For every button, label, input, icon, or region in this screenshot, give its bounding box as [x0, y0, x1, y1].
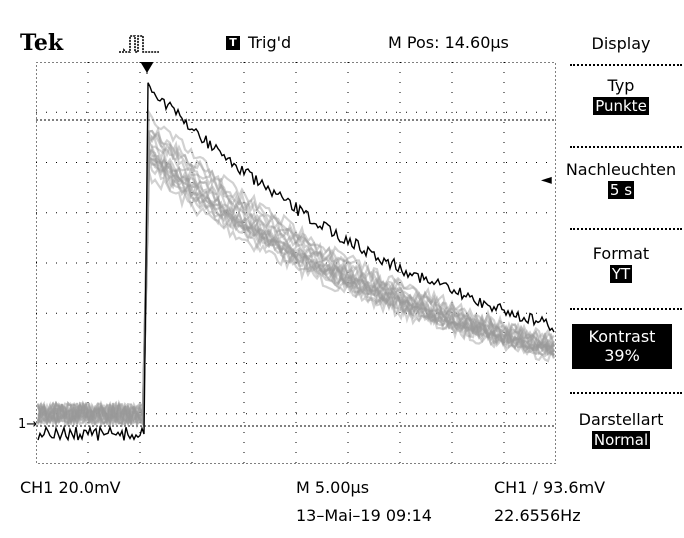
- menu-divider: [570, 64, 682, 66]
- trigger-status-box: T: [226, 36, 240, 50]
- menu-darstellart-value: Normal: [591, 431, 651, 449]
- timebase-readout: M 5.00µs: [296, 478, 370, 497]
- horizontal-position: M Pos: 14.60µs: [388, 33, 509, 52]
- menu-format-label: Format: [592, 244, 650, 263]
- menu-divider: [570, 228, 682, 230]
- trigger-pulse-icon: [119, 35, 159, 53]
- persistence-traces: [36, 108, 556, 430]
- menu-typ-button[interactable]: Typ Punkte: [560, 76, 682, 115]
- menu-darstellart-label: Darstellart: [578, 410, 664, 429]
- menu-kontrast-label: Kontrast: [588, 327, 656, 346]
- menu-pointer-arrow-icon: ◄: [541, 172, 552, 188]
- menu-divider: [570, 308, 682, 310]
- menu-format-value: YT: [609, 265, 633, 283]
- menu-kontrast-value: 39%: [604, 346, 640, 365]
- trigger-level-readout: CH1 ∕ 93.6mV: [494, 478, 606, 497]
- menu-divider: [570, 392, 682, 394]
- menu-nachleuchten-label: Nachleuchten: [565, 160, 677, 179]
- trigger-position-icon: [140, 62, 154, 74]
- menu-kontrast-button[interactable]: Kontrast 39%: [572, 324, 672, 369]
- menu-title: Display: [560, 34, 682, 53]
- menu-format-button[interactable]: Format YT: [560, 244, 682, 283]
- frequency-readout: 22.6556Hz: [494, 506, 581, 525]
- date-time-readout: 13–Mai–19 09:14: [296, 506, 432, 525]
- menu-typ-label: Typ: [607, 76, 635, 95]
- menu-nachleuchten-value: 5 s: [607, 181, 635, 199]
- waveform-display: [36, 62, 556, 464]
- trigger-state: Trig'd: [248, 33, 292, 52]
- menu-darstellart-button[interactable]: Darstellart Normal: [560, 410, 682, 449]
- brand-logo: Tek: [20, 30, 64, 56]
- menu-title-label: Display: [591, 34, 651, 53]
- ch1-ground-marker: 1→: [18, 417, 38, 432]
- waveform-trace: [37, 82, 555, 442]
- ch1-scale-readout: CH1 20.0mV: [20, 478, 121, 497]
- menu-nachleuchten-button[interactable]: Nachleuchten 5 s: [560, 160, 682, 199]
- menu-typ-value: Punkte: [593, 97, 649, 115]
- menu-divider: [570, 146, 682, 148]
